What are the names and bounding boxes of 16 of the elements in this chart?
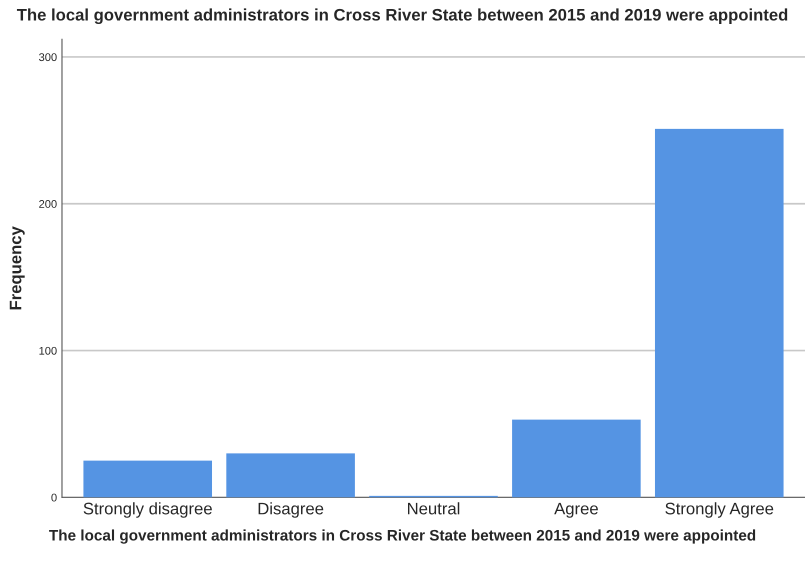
bar (226, 453, 355, 498)
chart-title: The local government administrators in Cross River State between 2015 and 2019 were appointed (16, 8, 788, 24)
bar (654, 128, 784, 498)
x-tick-label: Neutral (408, 502, 460, 514)
y-tick-label: 100 (39, 346, 57, 355)
y-tick-label: 200 (39, 200, 57, 208)
y-tick-label: 0 (51, 494, 57, 502)
y-tick-label: 300 (39, 53, 57, 62)
bar (512, 420, 641, 498)
y-axis-title: Frequency (10, 226, 25, 310)
x-tick-label: Strongly Agree (665, 502, 774, 518)
bar (83, 460, 212, 498)
x-tick-label: Disagree (258, 502, 324, 518)
x-axis-title: The local government administrators in Cross River State between 2015 and 2019 were appointed (49, 529, 756, 544)
x-tick-label: Strongly disagree (84, 502, 212, 518)
x-tick-label: Agree (554, 502, 598, 518)
